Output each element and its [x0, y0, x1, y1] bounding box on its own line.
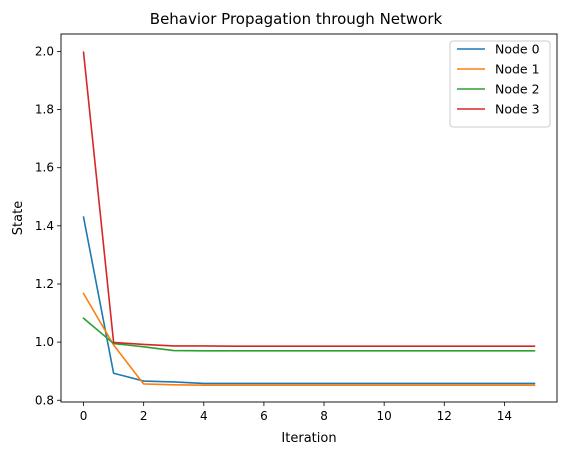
y-tick-label: 1.0 [35, 335, 54, 349]
series-line-node-3 [82, 51, 536, 347]
series-line-node-2 [82, 317, 536, 352]
legend: Node 0 Node 1 Node 2 Node 3 [449, 40, 551, 128]
plot-frame [60, 33, 558, 403]
y-tick-label: 1.4 [35, 219, 54, 233]
x-tick-label: 8 [320, 409, 328, 423]
series-line-node-1 [82, 292, 536, 386]
y-tick-label: 1.6 [35, 161, 54, 175]
y-axis-ticks: 0.8 1.0 1.2 1.4 1.6 1.8 2.0 [35, 44, 61, 407]
legend-label-node-3: Node 3 [495, 102, 540, 117]
x-tick-label: 0 [80, 409, 88, 423]
y-tick-label: 1.2 [35, 277, 54, 291]
x-tick-label: 14 [497, 409, 512, 423]
x-tick-label: 4 [200, 409, 208, 423]
x-tick-label: 12 [437, 409, 452, 423]
y-tick-label: 0.8 [35, 393, 54, 407]
legend-label-node-1: Node 1 [495, 62, 540, 77]
y-axis-label: State [11, 201, 26, 235]
y-tick-label: 2.0 [35, 44, 54, 58]
chart-title: Behavior Propagation through Network [150, 10, 443, 28]
x-axis-ticks: 0 2 4 6 8 10 12 14 [80, 402, 512, 423]
x-axis-label: Iteration [281, 431, 336, 446]
series-line-node-0 [82, 216, 536, 385]
legend-label-node-2: Node 2 [495, 82, 540, 97]
x-tick-label: 2 [140, 409, 148, 423]
y-tick-label: 1.8 [35, 103, 54, 117]
legend-box [449, 40, 551, 128]
x-tick-label: 10 [377, 409, 392, 423]
x-tick-label: 6 [260, 409, 268, 423]
series-layer [82, 51, 536, 386]
legend-label-node-0: Node 0 [495, 42, 540, 57]
